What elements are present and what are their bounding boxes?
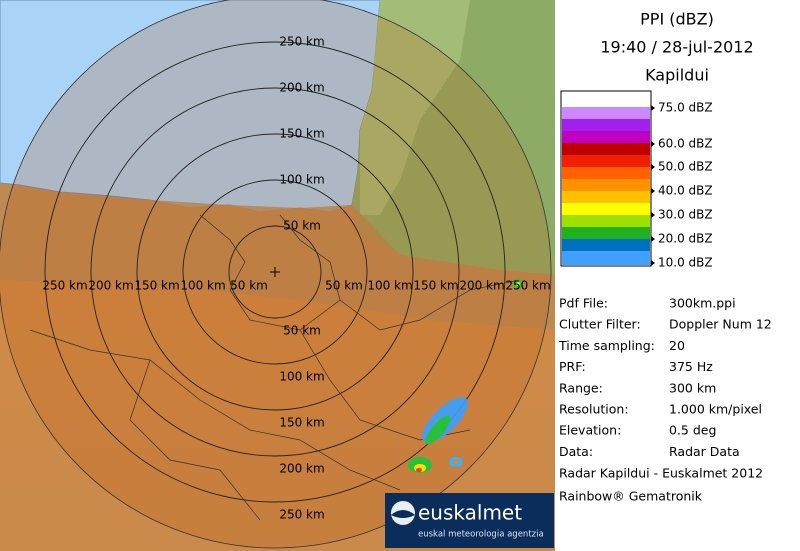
info-value: 20 — [669, 338, 685, 353]
scale-band — [562, 143, 650, 155]
info-value: 375 Hz — [669, 359, 713, 374]
scale-band — [562, 167, 650, 179]
scale-arrow — [651, 212, 655, 218]
ring-label: 200 km — [279, 81, 324, 95]
ring-label: 250 km — [279, 508, 324, 522]
info-table: Pdf File: 300km.ppi Clutter Filter: Doppler… — [558, 296, 772, 459]
scale-band — [562, 203, 650, 215]
logo: euskalmet euskal meteorologia agentzia — [385, 493, 554, 548]
panel-site: Kapildui — [645, 66, 709, 85]
ring-label: 100 km — [367, 279, 412, 293]
ring-label: 250 km — [505, 279, 550, 293]
info-value: 1.000 km/pixel — [669, 402, 762, 417]
range-ring — [136, 133, 414, 411]
scale-label: 60.0 dBZ — [658, 137, 713, 151]
ring-label: 150 km — [134, 279, 179, 293]
echo — [416, 468, 422, 472]
ring-label: 200 km — [279, 462, 324, 476]
color-scale: 75.0 dBZ 60.0 dBZ 50.0 dBZ 40.0 dBZ 30.0 dBZ… — [560, 90, 713, 270]
logo-tagline: euskal meteorologia agentzia — [418, 530, 544, 540]
scale-band — [562, 107, 650, 119]
scale-band — [562, 179, 650, 191]
scale-arrow — [651, 236, 655, 242]
range-ring — [90, 87, 460, 457]
ring-label: 50 km — [325, 279, 363, 293]
lowland-coast — [360, 0, 470, 215]
precipitation — [408, 279, 523, 473]
scale-band — [562, 155, 650, 167]
ring-label: 150 km — [279, 127, 324, 141]
scale-arrow — [651, 260, 655, 266]
scale-band — [562, 191, 650, 203]
range-ring — [44, 41, 506, 503]
logo-mark — [391, 510, 415, 518]
info-label: Data: — [559, 444, 593, 459]
scale-arrow — [651, 188, 655, 194]
footer-line: Rainbow® Gematronik — [559, 489, 703, 504]
boundary — [199, 214, 341, 331]
footer-line: Radar Kapildui - Euskalmet 2012 — [559, 466, 763, 481]
echo — [425, 415, 451, 445]
scale-band — [562, 215, 650, 227]
info-value: 0.5 deg — [669, 423, 716, 438]
scale-label: 30.0 dBZ — [658, 208, 713, 222]
scale-band — [562, 119, 650, 131]
info-label: Clutter Filter: — [559, 317, 641, 332]
range-ring — [182, 179, 368, 365]
ring-label: 200 km — [88, 279, 133, 293]
info-label: PRF: — [559, 359, 586, 374]
info-value: Radar Data — [669, 444, 740, 459]
echo — [516, 282, 520, 286]
scale-label: 50.0 dBZ — [658, 160, 713, 174]
panel-time: 19:40 / 28-jul-2012 — [600, 38, 753, 57]
scale-band — [562, 131, 650, 143]
scale-band — [562, 239, 650, 251]
info-label: Time sampling: — [558, 338, 655, 353]
boundary — [339, 279, 521, 331]
ring-label: 250 km — [279, 35, 324, 49]
ring-label: 150 km — [413, 279, 458, 293]
scale-arrow — [651, 164, 655, 170]
info-label: Range: — [559, 380, 603, 395]
info-label: Resolution: — [559, 402, 629, 417]
ring-label: 50 km — [283, 324, 321, 338]
boundary — [129, 359, 261, 521]
ring-label: 150 km — [279, 416, 324, 430]
echo — [453, 460, 459, 464]
info-value: 300 km — [669, 380, 716, 395]
scale-labels: 75.0 dBZ 60.0 dBZ 50.0 dBZ 40.0 dBZ 30.0 dBZ… — [651, 101, 713, 270]
info-label: Pdf File: — [559, 296, 608, 311]
scale-label: 75.0 dBZ — [658, 101, 713, 115]
ring-label: 50 km — [283, 219, 321, 233]
scale-arrow — [651, 105, 655, 111]
range-ring — [228, 225, 322, 319]
scale-label: 40.0 dBZ — [658, 184, 713, 198]
boundary — [29, 329, 401, 491]
mountains — [0, 183, 555, 330]
scale-label: 20.0 dBZ — [658, 232, 713, 246]
scale-band — [562, 251, 650, 265]
range-rings — [44, 41, 506, 503]
ring-label: 250 km — [42, 279, 87, 293]
ring-label: 100 km — [180, 279, 225, 293]
logo-box — [385, 493, 554, 548]
scale-arrow — [651, 141, 655, 147]
scale-label: 10.0 dBZ — [658, 256, 713, 270]
scale-band — [562, 227, 650, 239]
logo-name: euskalmet — [418, 501, 522, 525]
ring-label: 100 km — [279, 370, 324, 384]
panel-title: PPI (dBZ) — [640, 10, 714, 29]
ring-label: 100 km — [279, 173, 324, 187]
radar-site — [270, 267, 280, 277]
info-value: Doppler Num 12 — [669, 317, 772, 332]
info-value: 300km.ppi — [669, 296, 736, 311]
ring-label: 50 km — [230, 279, 268, 293]
ring-label: 200 km — [459, 279, 504, 293]
info-label: Elevation: — [559, 423, 621, 438]
